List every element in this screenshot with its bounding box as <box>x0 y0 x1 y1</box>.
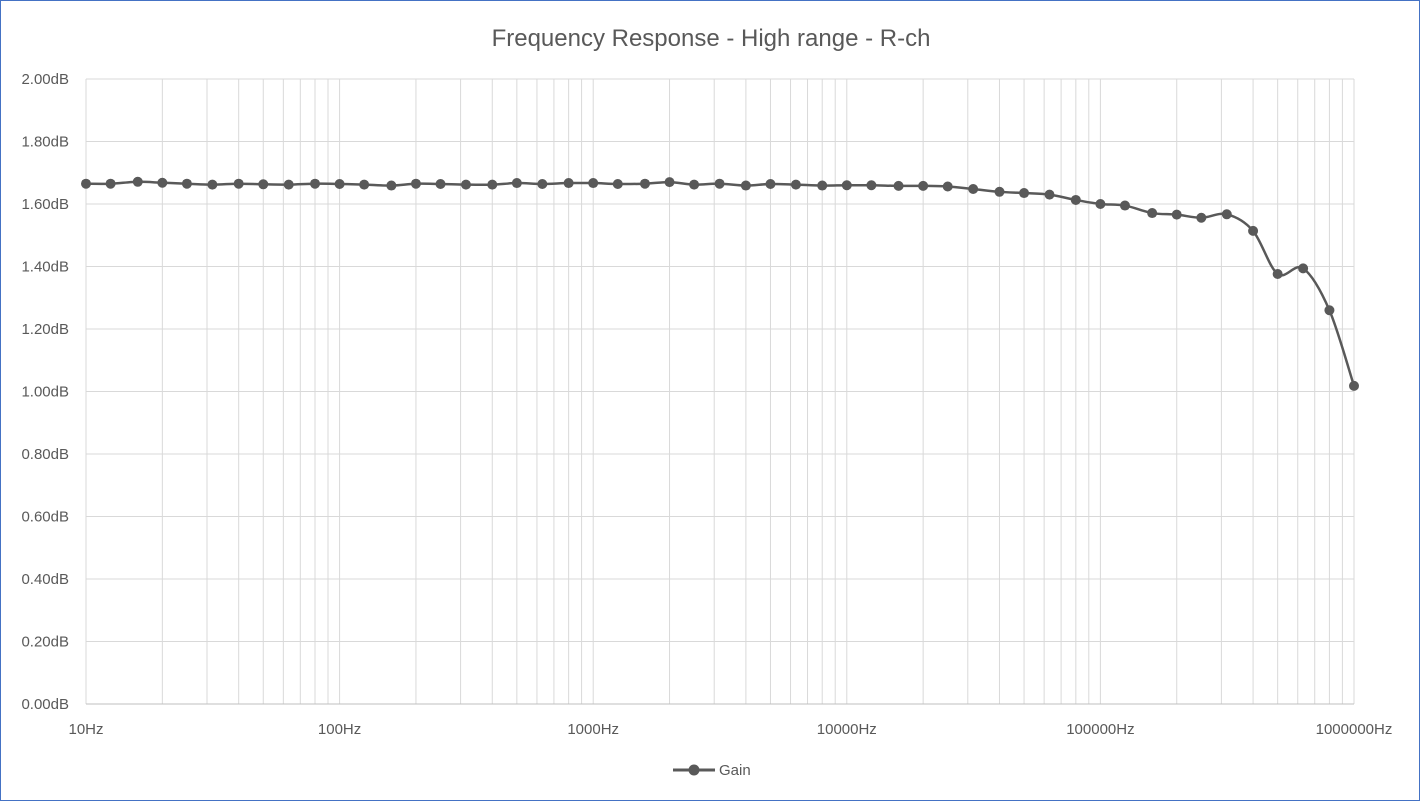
y-tick-label: 0.20dB <box>21 634 69 651</box>
data-point[interactable] <box>1272 269 1283 279</box>
x-axis-tick-labels: 10Hz 100Hz 1000Hz 10000Hz 100000Hz 1000000Hz <box>68 721 1392 738</box>
y-axis-tick-labels: 0.00dB 0.20dB 0.40dB 0.60dB 0.80dB 1.00dB 1.20… <box>21 71 69 713</box>
x-tick-label: 100Hz <box>318 721 361 738</box>
data-point[interactable] <box>181 178 192 189</box>
x-tick-label: 10000Hz <box>817 721 877 738</box>
data-point[interactable] <box>1324 305 1335 316</box>
legend[interactable]: Gain <box>673 762 751 779</box>
data-point[interactable] <box>1019 188 1030 199</box>
y-tick-label: 1.20dB <box>21 321 69 338</box>
y-tick-label: 0.00dB <box>21 696 69 713</box>
data-point[interactable] <box>563 178 574 189</box>
data-point[interactable] <box>968 184 979 194</box>
data-point[interactable] <box>410 178 421 189</box>
y-tick-label: 2.00dB <box>21 71 69 88</box>
data-point[interactable] <box>386 180 397 191</box>
data-point[interactable] <box>942 181 953 192</box>
chart-title: Frequency Response - High range - R-ch <box>492 25 931 52</box>
x-tick-label: 100000Hz <box>1066 721 1134 738</box>
data-point[interactable] <box>258 179 269 190</box>
data-point[interactable] <box>487 179 498 190</box>
data-point[interactable] <box>334 179 345 189</box>
data-point[interactable] <box>1147 208 1158 219</box>
data-point[interactable] <box>1119 200 1130 211</box>
data-point[interactable] <box>132 176 143 187</box>
x-tick-label: 1000000Hz <box>1316 721 1393 738</box>
data-point[interactable] <box>1171 209 1182 220</box>
y-tick-label: 1.40dB <box>21 259 69 276</box>
data-point[interactable] <box>664 177 675 188</box>
y-tick-label: 0.80dB <box>21 446 69 463</box>
data-point[interactable] <box>105 178 116 189</box>
legend-point-marker <box>688 764 700 776</box>
data-point[interactable] <box>817 180 828 191</box>
data-point[interactable] <box>207 179 218 190</box>
data-point[interactable] <box>841 180 852 191</box>
data-point[interactable] <box>740 180 751 191</box>
data-point[interactable] <box>1196 212 1207 223</box>
data-point[interactable] <box>994 186 1005 197</box>
data-point[interactable] <box>1298 263 1309 274</box>
data-point[interactable] <box>359 179 370 190</box>
data-point[interactable] <box>1221 209 1232 220</box>
data-point[interactable] <box>765 179 776 189</box>
y-tick-label: 1.60dB <box>21 196 69 213</box>
series-gain <box>81 176 1359 391</box>
data-point[interactable] <box>714 178 725 189</box>
data-point[interactable] <box>1349 380 1359 391</box>
data-point[interactable] <box>1248 225 1259 236</box>
data-point[interactable] <box>81 178 91 189</box>
data-point[interactable] <box>435 179 446 189</box>
data-point[interactable] <box>1070 194 1081 205</box>
data-point[interactable] <box>1095 199 1106 209</box>
data-point[interactable] <box>283 179 294 190</box>
x-tick-label: 1000Hz <box>567 721 619 738</box>
y-tick-label: 1.00dB <box>21 384 69 401</box>
data-point[interactable] <box>790 179 801 190</box>
data-point[interactable] <box>511 178 522 189</box>
data-point[interactable] <box>639 178 650 189</box>
data-point[interactable] <box>588 178 599 189</box>
legend-label-gain: Gain <box>719 762 751 779</box>
data-point[interactable] <box>157 177 168 188</box>
data-point[interactable] <box>537 179 548 189</box>
y-tick-label: 0.40dB <box>21 571 69 588</box>
data-point[interactable] <box>893 180 904 191</box>
data-point[interactable] <box>460 179 471 190</box>
y-tick-label: 0.60dB <box>21 509 69 526</box>
data-point[interactable] <box>689 179 700 190</box>
data-point[interactable] <box>612 179 623 189</box>
data-point[interactable] <box>918 180 929 191</box>
data-point[interactable] <box>310 178 321 189</box>
series-line-gain <box>85 180 1356 387</box>
y-tick-label: 1.80dB <box>21 134 69 151</box>
x-tick-label: 10Hz <box>68 721 103 738</box>
data-point[interactable] <box>866 180 877 191</box>
major-gridlines <box>85 78 1355 705</box>
data-point[interactable] <box>1044 189 1055 200</box>
data-point[interactable] <box>233 178 244 189</box>
